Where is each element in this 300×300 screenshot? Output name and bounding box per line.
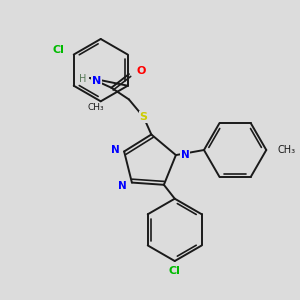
Text: S: S [140, 112, 148, 122]
Text: O: O [137, 66, 146, 76]
Text: N: N [181, 150, 190, 160]
Text: H: H [79, 74, 86, 84]
Text: CH₃: CH₃ [88, 103, 104, 112]
Text: Cl: Cl [52, 45, 64, 55]
Text: N: N [118, 182, 127, 191]
Text: N: N [92, 76, 101, 86]
Text: N: N [110, 146, 119, 155]
Text: CH₃: CH₃ [278, 145, 296, 155]
Text: Cl: Cl [169, 266, 181, 276]
